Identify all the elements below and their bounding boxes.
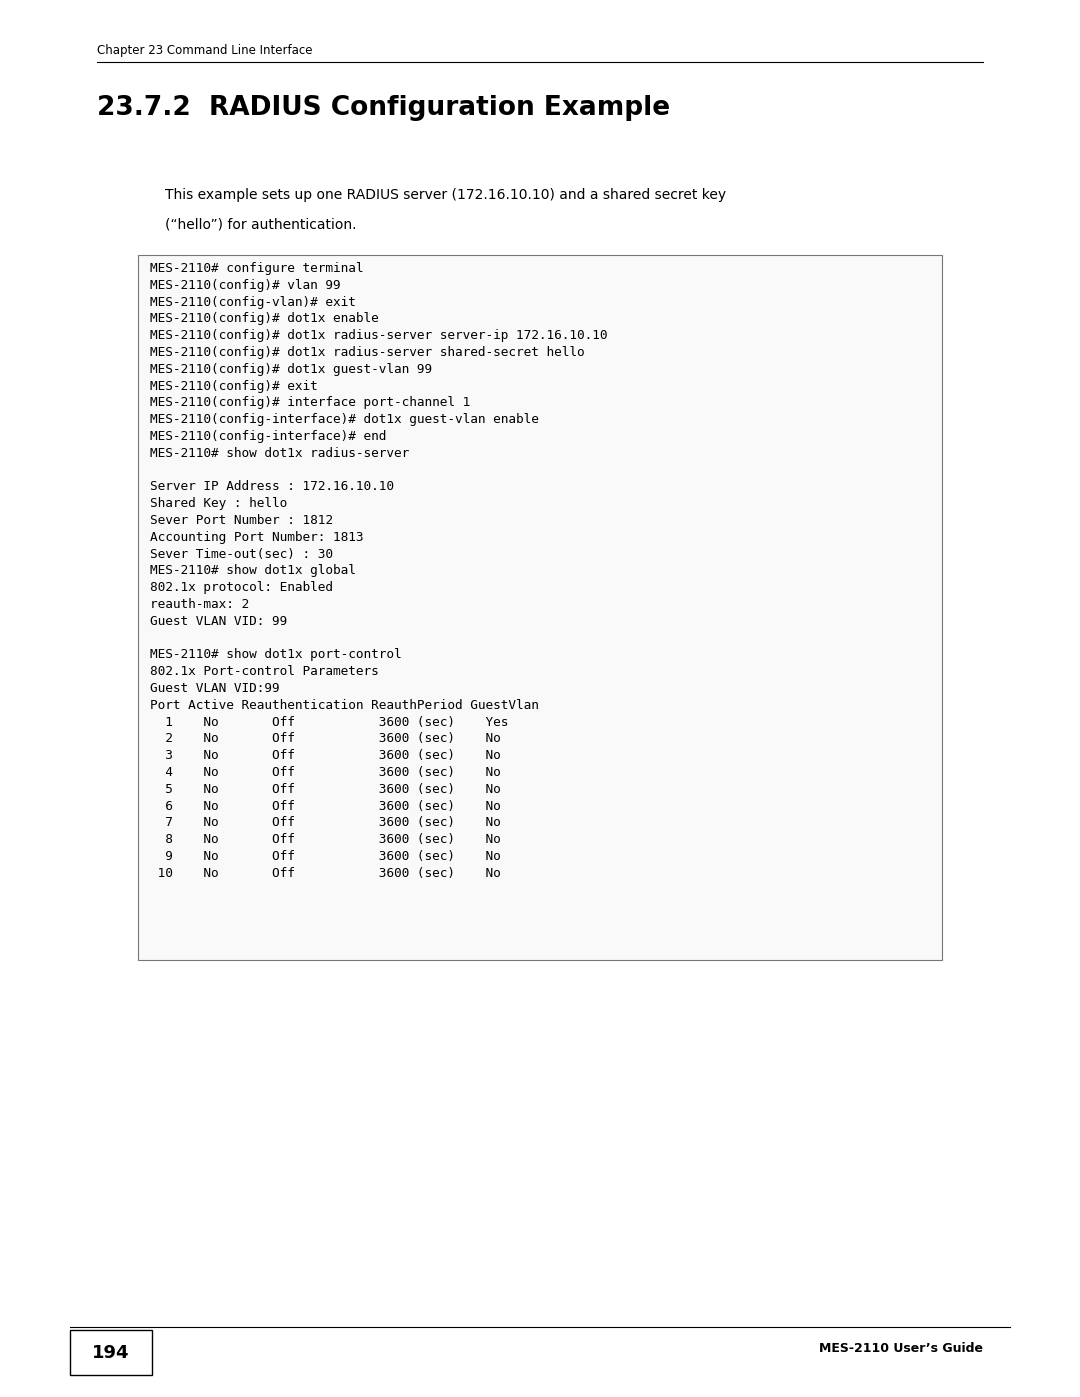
Text: 23.7.2  RADIUS Configuration Example: 23.7.2 RADIUS Configuration Example [97,95,670,122]
Bar [138,256,942,960]
Text: 194: 194 [92,1344,130,1362]
Text: (“hello”) for authentication.: (“hello”) for authentication. [165,218,356,232]
Bar [70,1330,152,1375]
Text: MES-2110# configure terminal
MES-2110(config)# vlan 99
MES-2110(config-vlan)# ex: MES-2110# configure terminal MES-2110(co… [150,263,607,880]
Text: MES-2110 User’s Guide: MES-2110 User’s Guide [819,1341,983,1355]
Text: This example sets up one RADIUS server (172.16.10.10) and a shared secret key: This example sets up one RADIUS server (… [165,189,726,203]
Text: Chapter 23 Command Line Interface: Chapter 23 Command Line Interface [97,43,312,57]
